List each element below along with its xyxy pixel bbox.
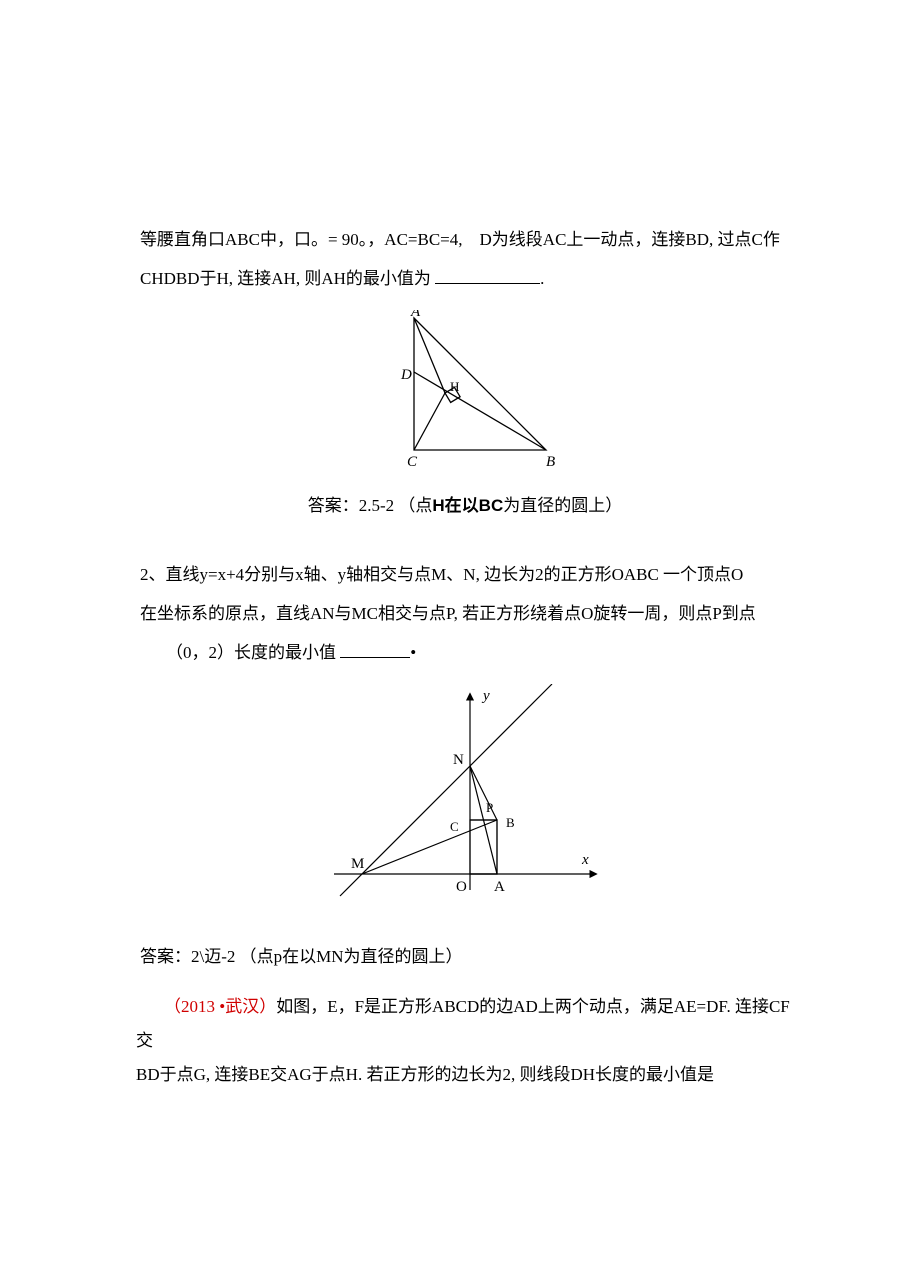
- axis-label-y: y: [481, 688, 490, 704]
- label-B2: B: [506, 815, 515, 830]
- seg-CH: [414, 393, 445, 450]
- answer-1-bold: H在以BC: [432, 496, 503, 515]
- p1-suffix: .: [540, 269, 544, 288]
- label-C2: C: [450, 819, 459, 834]
- p2-line-2: 在坐标系的原点，直线AN与MC相交与点P, 若正方形绕着点O旋转一周，则点P到点: [140, 604, 756, 623]
- answer-2-value: 2\迈-2 （点p在以MN为直径的圆上）: [191, 947, 463, 966]
- line-y-eq-x-plus-4: [340, 684, 552, 896]
- answer-1-value: 2.5-2 （点: [359, 496, 433, 515]
- figure-2: y x N C P B M O A: [140, 684, 790, 909]
- p2-suffix: •: [410, 643, 418, 662]
- label-O: O: [456, 879, 467, 895]
- p1-line-a: 等腰直角口ABC中，口。= 90。，AC=BC=4, D为线段AC上一动点，连接…: [140, 230, 780, 249]
- label-A: A: [410, 310, 421, 320]
- label-H: H: [450, 379, 459, 394]
- figure-1-svg: A D H C B: [371, 310, 559, 470]
- answer-1-tail: 为直径的圆上）: [503, 496, 622, 515]
- page-root: 等腰直角口ABC中，口。= 90。，AC=BC=4, D为线段AC上一动点，连接…: [0, 0, 920, 1164]
- answer-1-prefix: 答案：: [308, 496, 359, 515]
- square-OABC: [470, 820, 497, 874]
- label-D: D: [400, 367, 412, 383]
- problem-2-text: 2、直线y=x+4分别与x轴、y轴相交与点M、N, 边长为2的正方形OABC 一…: [140, 555, 790, 672]
- problem-1-text: 等腰直角口ABC中，口。= 90。，AC=BC=4, D为线段AC上一动点，连接…: [140, 220, 790, 298]
- label-M: M: [351, 856, 364, 872]
- p1-blank: [435, 266, 540, 284]
- p3-red: （2013 •武汉）: [164, 997, 276, 1016]
- p1-line-b: CHDBD于H, 连接AH, 则AH的最小值为: [140, 269, 435, 288]
- label-C: C: [407, 454, 418, 470]
- p2-line-3-prefix: （0，2）长度的最小值: [140, 643, 340, 662]
- answer-2: 答案：2\迈-2 （点p在以MN为直径的圆上）: [140, 937, 790, 976]
- label-B: B: [546, 454, 555, 470]
- label-A2: A: [494, 879, 505, 895]
- answer-2-prefix: 答案：: [140, 947, 191, 966]
- p2-blank: [340, 640, 410, 658]
- p2-line-1: 2、直线y=x+4分别与x轴、y轴相交与点M、N, 边长为2的正方形OABC 一…: [140, 565, 743, 584]
- label-P: P: [486, 800, 493, 815]
- problem-3-text: （2013 •武汉）如图，E，F是正方形ABCD的边AD上两个动点，满足AE=D…: [136, 990, 790, 1092]
- square: [470, 820, 497, 874]
- p3-line-b: BD于点G, 连接BE交AG于点H. 若正方形的边长为2, 则线段DH长度的最小…: [136, 1065, 714, 1084]
- figure-2-svg: y x N C P B M O A: [320, 684, 610, 904]
- line-MC-ext: [362, 820, 497, 874]
- label-N: N: [453, 752, 464, 768]
- axis-label-x: x: [581, 852, 589, 868]
- answer-1: 答案：2.5-2 （点H在以BC为直径的圆上）: [140, 486, 790, 525]
- figure-1: A D H C B: [140, 310, 790, 475]
